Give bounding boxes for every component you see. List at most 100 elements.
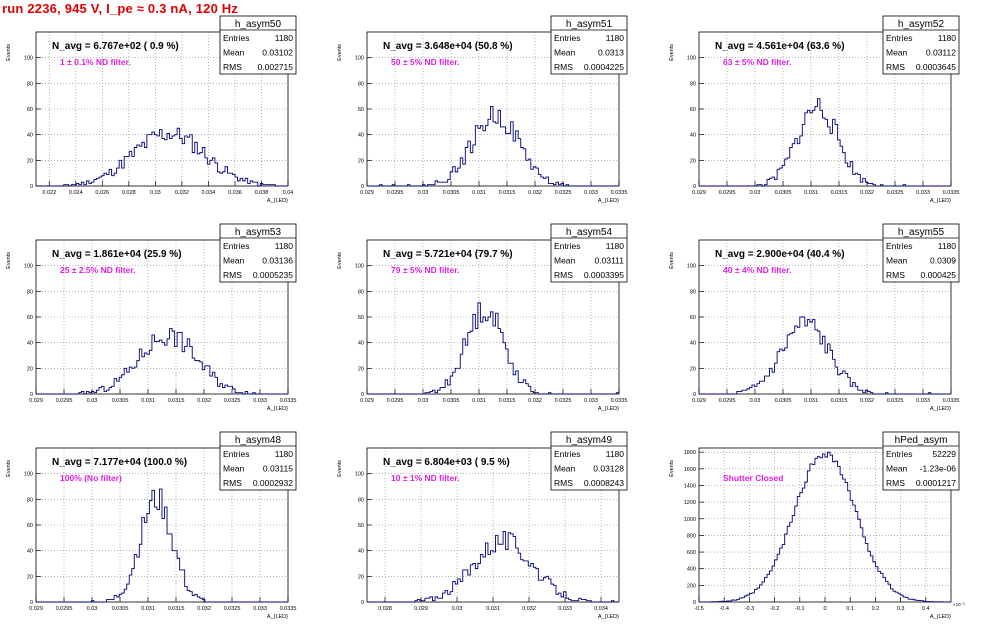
histogram-chart: 0 200 400 600 800 1000 1200 1400 1600 1800 -0.5 -0.… bbox=[669, 431, 965, 620]
stats-label: Mean bbox=[886, 48, 908, 58]
stats-histogram-name: h_asym52 bbox=[898, 19, 945, 30]
y-tick-label: 60 bbox=[27, 107, 33, 113]
x-axis-label: A_{LED} bbox=[598, 614, 619, 620]
y-tick-label: 20 bbox=[690, 366, 696, 372]
y-tick-label: 40 bbox=[690, 133, 696, 139]
stats-value: 1180 bbox=[275, 449, 294, 459]
y-axis-label: Events bbox=[6, 252, 12, 269]
y-tick-label: 0 bbox=[693, 184, 696, 190]
histogram-series bbox=[367, 530, 619, 603]
y-tick-label: 20 bbox=[27, 574, 33, 580]
stats-value: 0.0309 bbox=[930, 256, 956, 266]
x-axis-label: A_{LED} bbox=[930, 198, 951, 204]
y-axis-label: Events bbox=[669, 252, 675, 269]
x-tick-label: 0.031 bbox=[141, 398, 155, 404]
x-tick-label: 0.033 bbox=[916, 398, 930, 404]
histogram-series bbox=[699, 451, 951, 603]
x-tick-label: 0.03 bbox=[418, 398, 429, 404]
x-tick-label: -0.5 bbox=[694, 606, 703, 612]
x-tick-label: 0.0305 bbox=[775, 190, 792, 196]
y-tick-label: 100 bbox=[355, 56, 364, 62]
stats-value: 0.03112 bbox=[926, 48, 956, 58]
histogram-pad-h-asym51: 0 20 40 60 80 100 0.029 0.0295 0.03 0.0305 0.031 0.… bbox=[331, 14, 641, 214]
stats-histogram-name: h_asym51 bbox=[566, 19, 613, 30]
stats-value: -1.23e-06 bbox=[920, 464, 957, 474]
filter-annotation: 40 ± 4% ND filter. bbox=[723, 265, 791, 275]
x-tick-label: 0.029 bbox=[414, 606, 428, 612]
y-tick-label: 20 bbox=[358, 366, 364, 372]
stats-label: RMS bbox=[886, 62, 905, 72]
y-tick-label: 40 bbox=[27, 341, 33, 347]
histogram-chart: 0 20 40 60 80 100 0.022 0.024 0.026 0.028 0.03 0.03… bbox=[6, 15, 297, 204]
y-tick-label: 0 bbox=[693, 600, 696, 606]
y-tick-label: 1000 bbox=[684, 517, 696, 523]
y-tick-label: 100 bbox=[24, 56, 33, 62]
stats-value: 1180 bbox=[606, 449, 625, 459]
x-axis-label: A_{LED} bbox=[267, 198, 288, 204]
stats-label: Mean bbox=[223, 464, 245, 474]
y-axis-label: Events bbox=[6, 44, 12, 61]
stats-histogram-name: h_asym48 bbox=[235, 435, 282, 446]
x-tick-label: 0.0305 bbox=[443, 398, 460, 404]
y-tick-label: 40 bbox=[690, 341, 696, 347]
x-tick-label: 0.0295 bbox=[56, 606, 73, 612]
stats-value: 0.0004225 bbox=[584, 62, 624, 72]
x-tick-label: 0.4 bbox=[922, 606, 930, 612]
x-tick-label: 0.033 bbox=[253, 398, 267, 404]
x-tick-label: -0.2 bbox=[770, 606, 779, 612]
stats-value: 0.0003645 bbox=[916, 62, 956, 72]
y-tick-label: 100 bbox=[687, 264, 696, 270]
histogram-series bbox=[36, 328, 288, 395]
y-axis-label: Events bbox=[337, 252, 343, 269]
stats-box bbox=[882, 431, 960, 491]
stats-label: RMS bbox=[886, 270, 905, 280]
x-tick-label: 0.031 bbox=[472, 190, 486, 196]
stats-value: 1180 bbox=[606, 33, 625, 43]
x-tick-label: 0.0315 bbox=[499, 190, 516, 196]
x-axis-label: A_{LED} bbox=[267, 614, 288, 620]
x-tick-label: 0.0325 bbox=[555, 190, 572, 196]
x-tick-label: 0.0325 bbox=[887, 398, 904, 404]
y-tick-label: 0 bbox=[361, 600, 364, 606]
x-tick-label: -0.1 bbox=[795, 606, 804, 612]
x-tick-label: 0.032 bbox=[528, 190, 542, 196]
y-tick-label: 100 bbox=[355, 472, 364, 478]
y-tick-label: 0 bbox=[361, 184, 364, 190]
x-tick-label: 0.0335 bbox=[611, 398, 628, 404]
x-tick-label: 0.032 bbox=[197, 398, 211, 404]
stats-value: 0.03102 bbox=[262, 48, 293, 58]
y-tick-label: 60 bbox=[690, 107, 696, 113]
stats-label: RMS bbox=[886, 478, 905, 488]
stats-value: 0.000425 bbox=[921, 270, 957, 280]
stats-histogram-name: hPed_asym bbox=[895, 435, 948, 446]
y-tick-label: 80 bbox=[690, 289, 696, 295]
x-tick-label: 0.033 bbox=[584, 398, 598, 404]
stats-label: Mean bbox=[886, 256, 908, 266]
histogram-pad-h-asym50: 0 20 40 60 80 100 0.022 0.024 0.026 0.028 0.03 0.03… bbox=[0, 14, 310, 214]
x-tick-label: 0.0325 bbox=[224, 606, 241, 612]
y-tick-label: 1600 bbox=[684, 467, 696, 473]
stats-value: 0.0008243 bbox=[584, 478, 624, 488]
stats-label: RMS bbox=[223, 478, 242, 488]
x-axis-label: A_{LED} bbox=[598, 198, 619, 204]
stats-label: RMS bbox=[554, 62, 573, 72]
y-tick-label: 100 bbox=[687, 56, 696, 62]
stats-value: 52229 bbox=[932, 449, 956, 459]
histogram-title: N_avg = 6.767e+02 ( 0.9 %) bbox=[52, 41, 179, 52]
x-tick-label: 0.3 bbox=[897, 606, 905, 612]
x-tick-label: 0.033 bbox=[584, 190, 598, 196]
x-tick-label: 0 bbox=[823, 606, 826, 612]
x-tick-label: 0.03 bbox=[750, 398, 761, 404]
x-tick-label: 0.0305 bbox=[112, 606, 129, 612]
stats-value: 1180 bbox=[275, 241, 294, 251]
stats-label: Mean bbox=[223, 256, 245, 266]
stats-histogram-name: h_asym50 bbox=[235, 19, 282, 30]
x-tick-label: 0.034 bbox=[202, 190, 216, 196]
histogram-chart: 0 20 40 60 80 100 0.029 0.0295 0.03 0.0305 0.031 0.… bbox=[669, 15, 959, 204]
y-tick-label: 60 bbox=[358, 315, 364, 321]
x-tick-label: 0.0335 bbox=[943, 398, 960, 404]
stats-box bbox=[219, 431, 297, 491]
x-tick-label: 0.036 bbox=[228, 190, 242, 196]
y-tick-label: 40 bbox=[358, 133, 364, 139]
y-tick-label: 1200 bbox=[684, 500, 696, 506]
